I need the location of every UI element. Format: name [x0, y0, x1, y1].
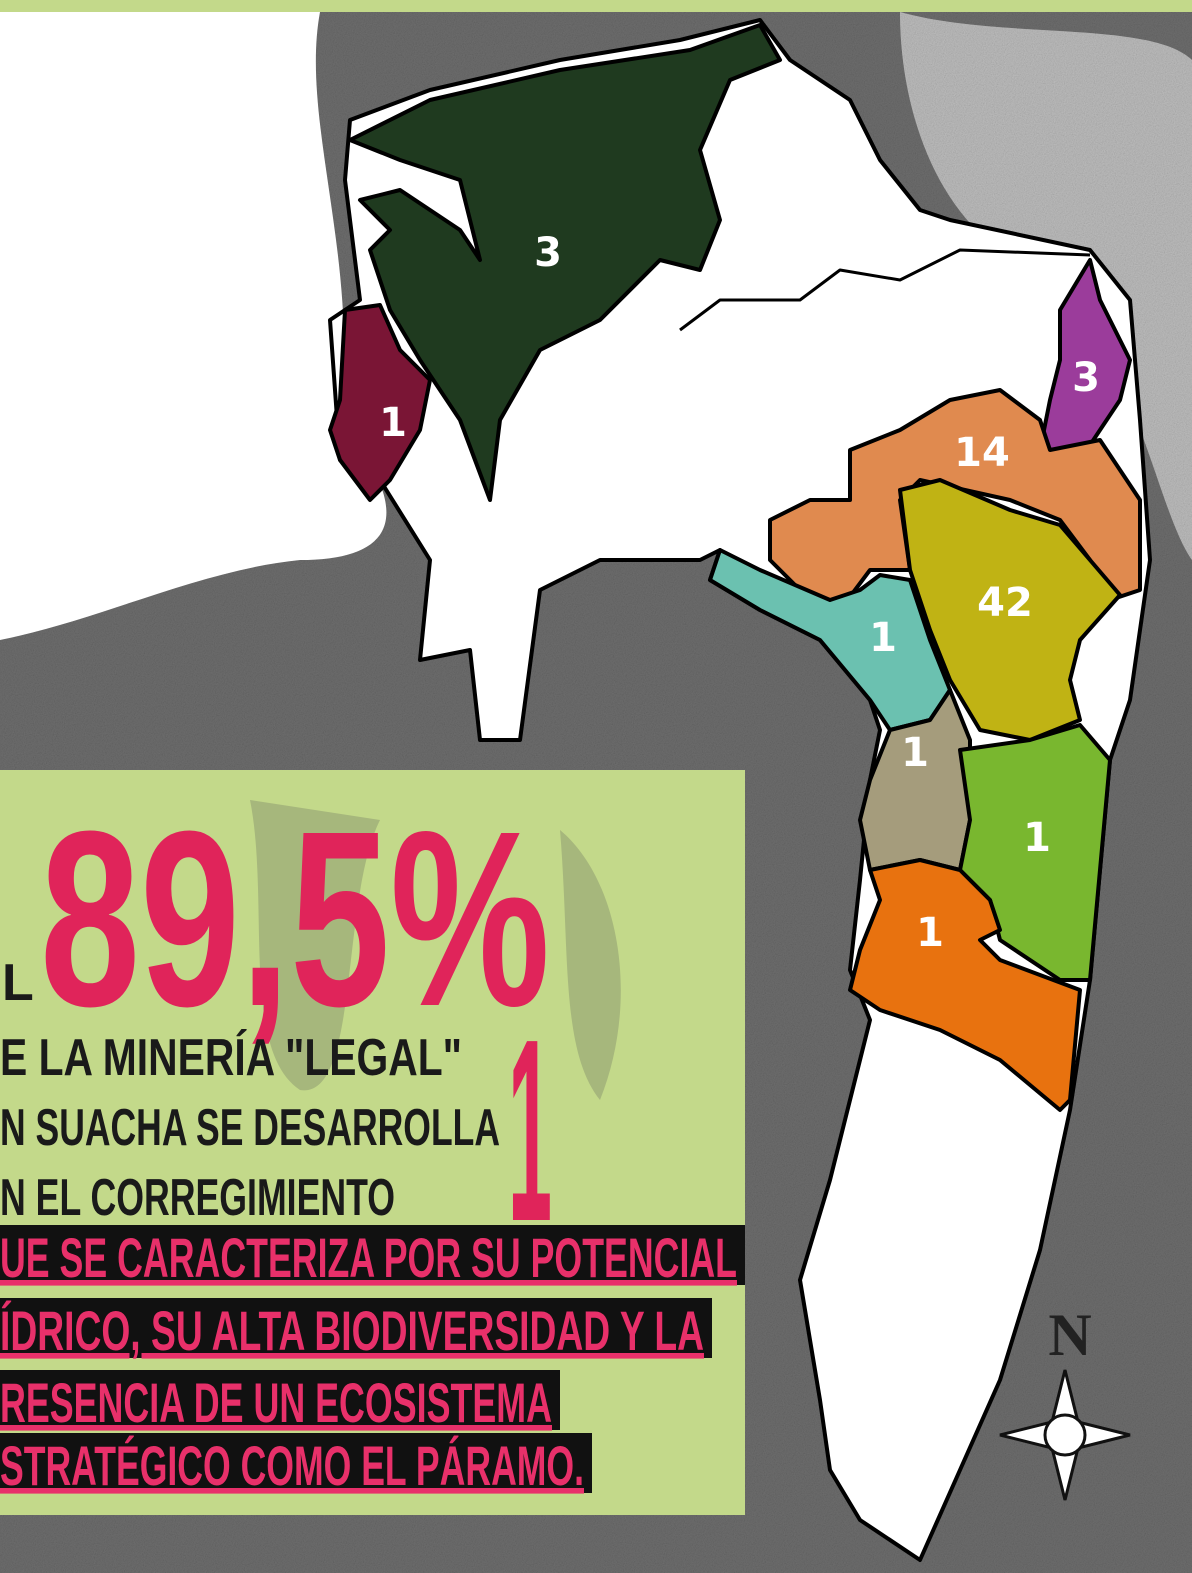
highlight-line: UE SE CARACTERIZA POR SU POTENCIAL: [0, 1226, 737, 1289]
region-label: 1: [1023, 815, 1051, 861]
region: [1038, 258, 1132, 462]
region: [768, 388, 1142, 612]
region-label: 3: [534, 230, 562, 276]
region-label: 1: [869, 615, 897, 661]
callout-line: N SUACHA SE DESARROLLA: [0, 1099, 500, 1157]
region: [848, 858, 1082, 1112]
callout-text: E LA MINERÍA "LEGAL" N SUACHA SE DESARROL…: [0, 1029, 745, 1497]
callout-line: N EL CORREGIMIENTO: [0, 1169, 395, 1227]
region: [328, 303, 432, 502]
highlight-line: RESENCIA DE UN ECOSISTEMA: [0, 1371, 552, 1434]
compass-north: N: [1048, 1302, 1091, 1368]
region-labels: 3 1 3 14 42 1 1 1 1: [379, 230, 1100, 956]
region: [348, 23, 782, 502]
callout-line: E LA MINERÍA "LEGAL": [0, 1029, 462, 1087]
compass-center: [1043, 1413, 1087, 1457]
region-label: 1: [901, 730, 929, 776]
compass: N: [999, 1302, 1131, 1501]
region-label: 1: [916, 910, 944, 956]
drips: [250, 800, 621, 1100]
region-label: 3: [1072, 355, 1100, 401]
map: [328, 18, 1152, 1562]
highlight-bg: [0, 1225, 745, 1285]
highlight-bg: [0, 1370, 560, 1430]
region-label: 14: [954, 430, 1010, 476]
highlight-line: ÍDRICO, SU ALTA BIODIVERSIDAD Y LA: [0, 1299, 704, 1362]
highlight-bg: [0, 1298, 712, 1358]
highlight-bg: [0, 1433, 592, 1493]
border: [679, 248, 1091, 332]
percentage: 89,5%: [40, 779, 550, 1058]
region: [898, 478, 1122, 742]
region-label: 42: [977, 580, 1033, 626]
region: [708, 548, 952, 732]
region-label: 1: [379, 400, 407, 446]
highlight-line: STRATÉGICO COMO EL PÁRAMO.: [0, 1434, 584, 1497]
prefix: L: [2, 954, 34, 1012]
